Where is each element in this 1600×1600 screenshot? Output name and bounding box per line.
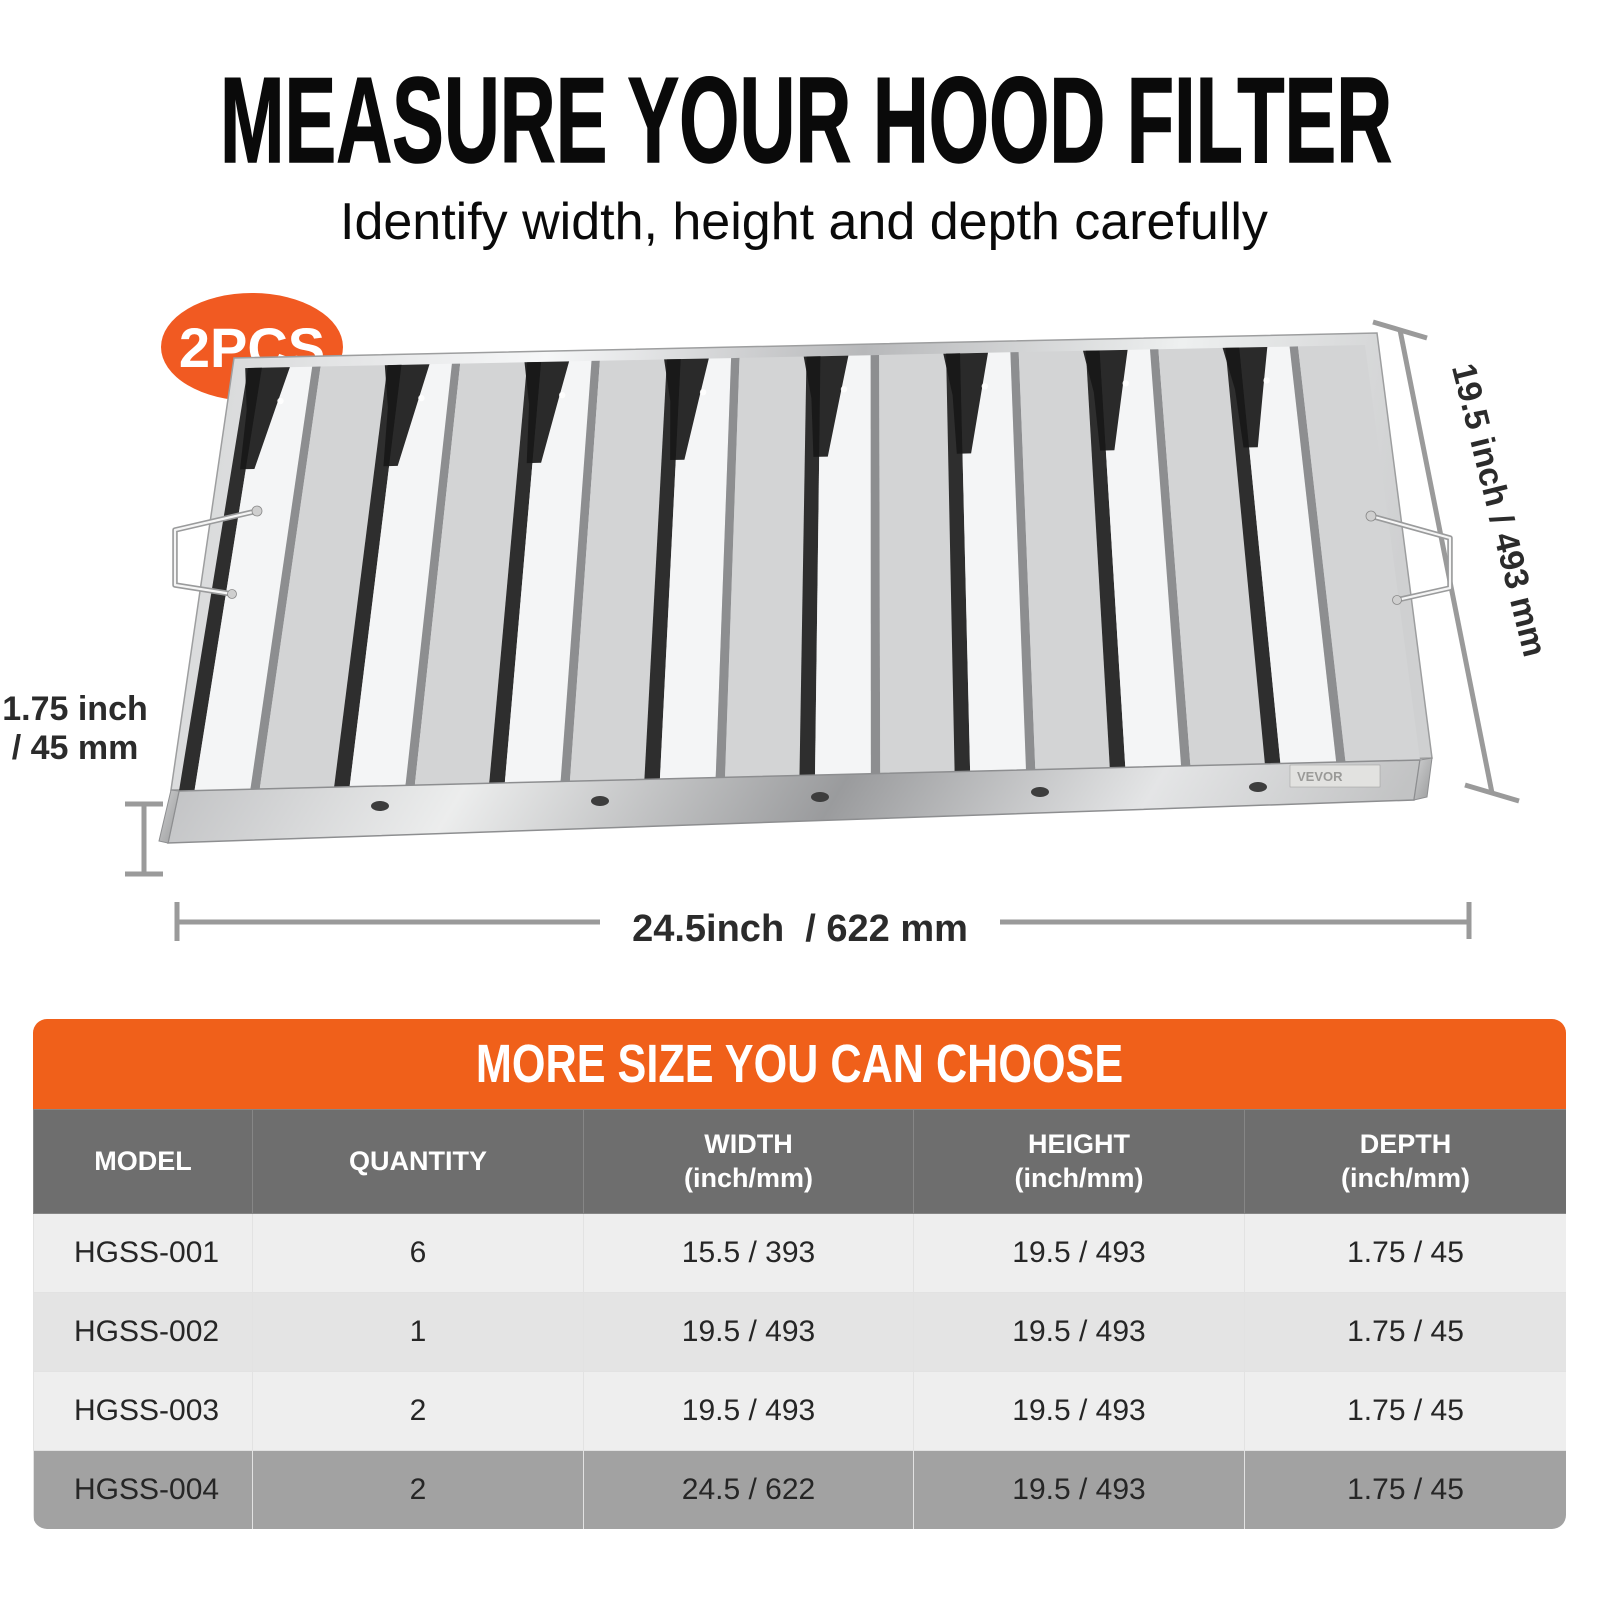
svg-text:VEVOR: VEVOR bbox=[1297, 769, 1343, 784]
